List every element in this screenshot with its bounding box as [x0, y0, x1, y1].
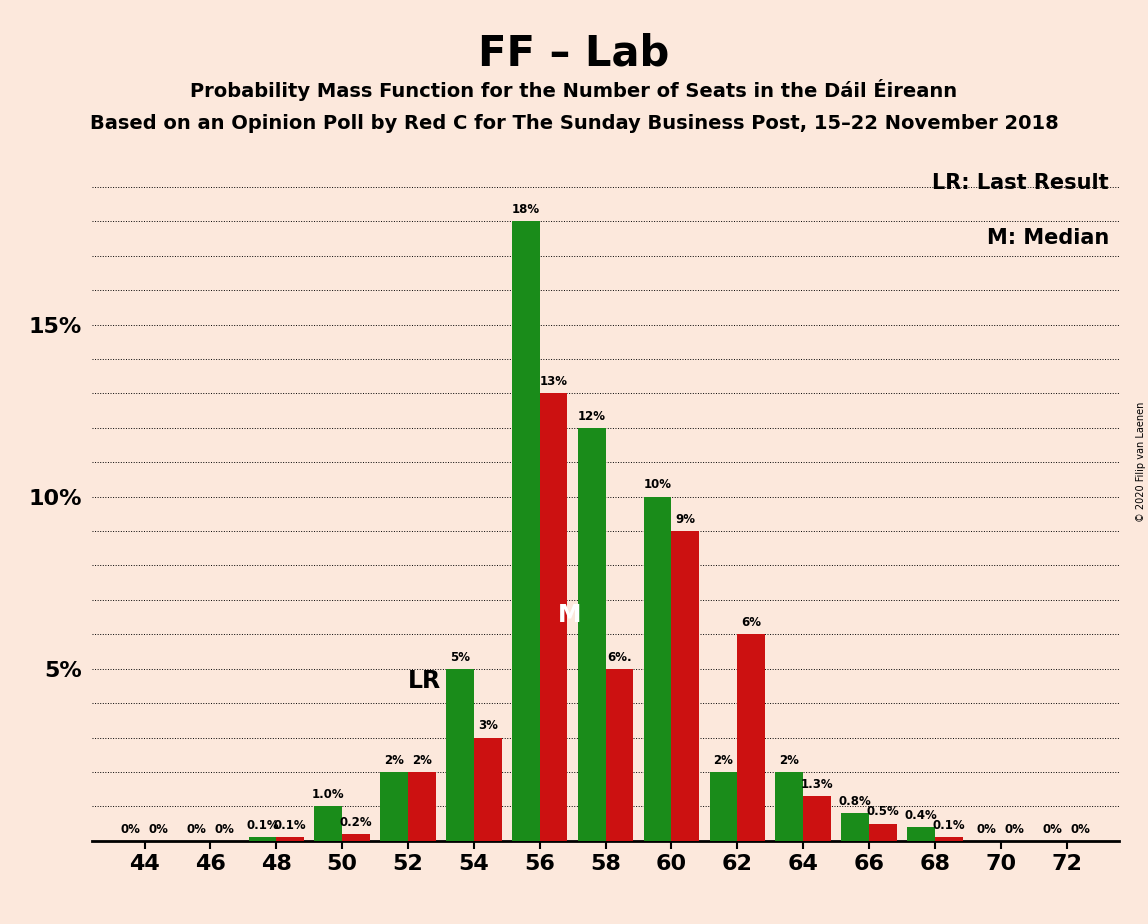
Bar	[644, 497, 672, 841]
Text: 0%: 0%	[1042, 822, 1063, 835]
Text: 0%: 0%	[977, 822, 996, 835]
Bar	[249, 837, 277, 841]
Text: Probability Mass Function for the Number of Seats in the Dáil Éireann: Probability Mass Function for the Number…	[191, 79, 957, 101]
Bar	[709, 772, 737, 841]
Text: 0%: 0%	[215, 822, 234, 835]
Text: 0.1%: 0.1%	[273, 820, 307, 833]
Text: 9%: 9%	[675, 513, 696, 526]
Text: 0.1%: 0.1%	[932, 820, 965, 833]
Text: FF – Lab: FF – Lab	[479, 32, 669, 74]
Text: 2%: 2%	[779, 754, 799, 767]
Text: 1.0%: 1.0%	[312, 788, 344, 801]
Bar	[606, 669, 634, 841]
Bar	[277, 837, 304, 841]
Text: 6%: 6%	[742, 616, 761, 629]
Text: 18%: 18%	[512, 203, 540, 216]
Text: 6%.: 6%.	[607, 650, 631, 663]
Bar	[408, 772, 435, 841]
Text: M: Median: M: Median	[987, 228, 1109, 249]
Bar	[512, 222, 540, 841]
Text: 12%: 12%	[577, 409, 606, 422]
Bar	[474, 737, 502, 841]
Text: 2%: 2%	[714, 754, 734, 767]
Text: 0%: 0%	[148, 822, 169, 835]
Bar	[841, 813, 869, 841]
Text: 0%: 0%	[1004, 822, 1024, 835]
Text: 2%: 2%	[412, 754, 432, 767]
Text: 10%: 10%	[644, 479, 672, 492]
Bar	[934, 837, 962, 841]
Text: 13%: 13%	[540, 375, 567, 388]
Bar	[577, 428, 606, 841]
Bar	[804, 796, 831, 841]
Text: M: M	[558, 603, 581, 627]
Bar	[540, 394, 567, 841]
Text: Based on an Opinion Poll by Red C for The Sunday Business Post, 15–22 November 2: Based on an Opinion Poll by Red C for Th…	[90, 114, 1058, 133]
Text: 0%: 0%	[1070, 822, 1091, 835]
Bar	[315, 807, 342, 841]
Text: 0.4%: 0.4%	[905, 808, 938, 822]
Text: LR: LR	[408, 669, 441, 693]
Bar	[737, 634, 765, 841]
Bar	[342, 834, 370, 841]
Bar	[447, 669, 474, 841]
Text: 2%: 2%	[385, 754, 404, 767]
Text: 5%: 5%	[450, 650, 470, 663]
Text: LR: Last Result: LR: Last Result	[932, 173, 1109, 193]
Text: 0.1%: 0.1%	[246, 820, 279, 833]
Bar	[869, 823, 897, 841]
Text: 0%: 0%	[187, 822, 207, 835]
Text: 0.8%: 0.8%	[839, 796, 871, 808]
Text: 0.2%: 0.2%	[340, 816, 372, 829]
Text: 1.3%: 1.3%	[800, 778, 833, 791]
Text: 0%: 0%	[121, 822, 141, 835]
Bar	[380, 772, 408, 841]
Bar	[907, 827, 934, 841]
Bar	[776, 772, 804, 841]
Text: 3%: 3%	[478, 720, 497, 733]
Bar	[672, 531, 699, 841]
Text: 0.5%: 0.5%	[867, 806, 899, 819]
Text: © 2020 Filip van Laenen: © 2020 Filip van Laenen	[1135, 402, 1146, 522]
